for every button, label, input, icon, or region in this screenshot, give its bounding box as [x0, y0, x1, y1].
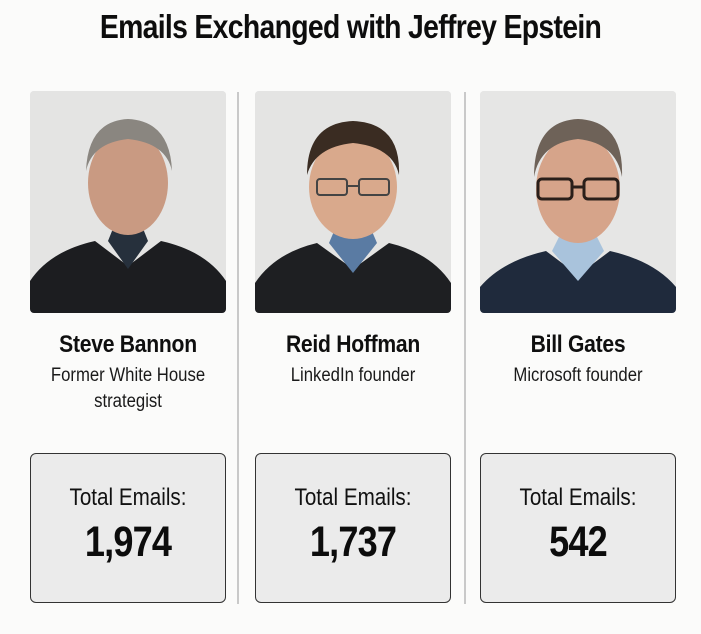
column-divider	[464, 92, 466, 604]
column-divider	[237, 92, 239, 604]
email-count-label: Total Emails:	[69, 484, 187, 511]
person-card: Reid Hoffman LinkedIn founder	[255, 91, 451, 389]
email-count-label: Total Emails:	[519, 484, 637, 511]
person-name: Bill Gates	[530, 331, 626, 358]
portrait-photo-icon	[480, 91, 676, 313]
email-count-value: 1,974	[84, 518, 172, 566]
email-count-value: 1,737	[309, 518, 397, 566]
email-count-box: Total Emails: 1,974	[30, 453, 226, 603]
person-name: Reid Hoffman	[285, 331, 421, 358]
email-count-value: 542	[549, 518, 608, 566]
person-card: Steve Bannon Former White House strategi…	[30, 91, 226, 415]
portrait-photo-icon	[255, 91, 451, 313]
person-role: Microsoft founder	[513, 365, 643, 386]
person-name: Steve Bannon	[59, 331, 197, 358]
portrait-photo-icon	[30, 91, 226, 313]
email-count-box: Total Emails: 1,737	[255, 453, 451, 603]
person-role: LinkedIn founder	[290, 365, 416, 386]
person-role: Former White House strategist	[50, 365, 206, 412]
email-count-box: Total Emails: 542	[480, 453, 676, 603]
person-card: Bill Gates Microsoft founder	[480, 91, 676, 389]
email-count-label: Total Emails:	[294, 484, 412, 511]
page-title: Emails Exchanged with Jeffrey Epstein	[99, 8, 602, 45]
